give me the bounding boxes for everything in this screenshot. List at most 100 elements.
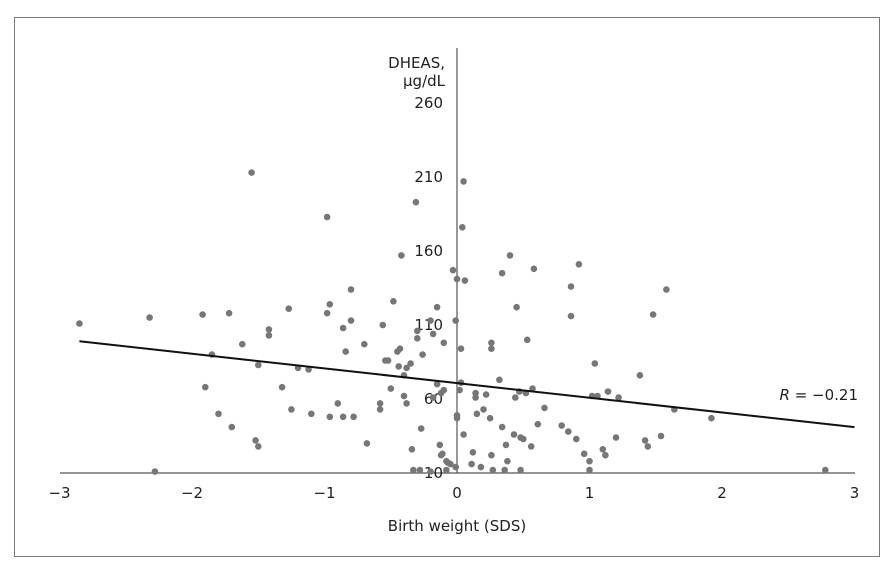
data-point xyxy=(523,336,531,344)
data-point xyxy=(228,423,236,431)
x-tick-label: 3 xyxy=(850,484,860,502)
data-point xyxy=(443,466,450,474)
data-point xyxy=(427,468,434,475)
data-point xyxy=(339,413,347,421)
data-point xyxy=(708,414,715,422)
data-point xyxy=(419,351,426,358)
data-point xyxy=(472,389,479,397)
data-point xyxy=(410,466,417,474)
data-point xyxy=(239,340,246,348)
data-point xyxy=(477,463,485,471)
y-axis-label-line1: DHEAS, xyxy=(388,54,445,72)
data-point xyxy=(414,327,421,335)
regression-line xyxy=(79,340,855,429)
x-tick-labels: −3 −2 −1 0 1 2 3 xyxy=(48,484,859,502)
data-point xyxy=(376,400,384,407)
data-point xyxy=(586,466,593,474)
data-point xyxy=(326,301,334,308)
data-point xyxy=(599,446,607,453)
data-point xyxy=(76,320,83,327)
data-point xyxy=(558,422,565,429)
data-point xyxy=(663,286,670,293)
data-point xyxy=(447,460,454,468)
data-point xyxy=(440,386,448,394)
data-point xyxy=(412,198,420,206)
data-point xyxy=(350,413,357,421)
x-axis-label: Birth weight (SDS) xyxy=(388,517,526,535)
data-point xyxy=(285,305,293,313)
axes xyxy=(60,48,855,474)
data-point xyxy=(591,360,599,367)
y-tick-label: 10 xyxy=(424,464,443,482)
data-point xyxy=(482,391,490,398)
data-point xyxy=(433,380,441,388)
data-point xyxy=(361,340,368,348)
data-point xyxy=(615,394,622,401)
data-point xyxy=(541,404,548,412)
data-point xyxy=(452,317,460,324)
data-point xyxy=(151,468,159,475)
data-point xyxy=(199,311,206,318)
data-point xyxy=(501,466,509,474)
data-point xyxy=(416,466,424,474)
data-point xyxy=(449,266,457,274)
data-point xyxy=(460,431,467,438)
data-point xyxy=(403,400,410,407)
data-point xyxy=(460,178,467,185)
data-point xyxy=(265,332,273,339)
data-point xyxy=(433,303,441,311)
data-point xyxy=(395,363,403,370)
data-point xyxy=(225,309,233,317)
data-point xyxy=(480,406,487,413)
data-point xyxy=(657,432,665,440)
data-point xyxy=(452,463,460,471)
data-point xyxy=(429,394,437,401)
y-tick-label: 160 xyxy=(414,242,443,260)
data-point xyxy=(265,326,273,333)
data-point xyxy=(488,451,495,459)
data-point xyxy=(146,314,153,321)
data-point xyxy=(496,376,503,384)
correlation-annotation: R = −0.21 xyxy=(779,386,858,404)
data-points xyxy=(76,169,829,475)
data-point xyxy=(408,446,416,453)
data-point xyxy=(427,317,434,324)
data-point xyxy=(530,265,538,273)
data-point xyxy=(488,345,495,353)
data-point xyxy=(822,466,829,474)
data-point xyxy=(512,394,519,401)
data-point xyxy=(534,420,542,428)
data-point xyxy=(363,440,371,447)
data-point xyxy=(520,435,527,443)
data-point xyxy=(486,414,494,422)
data-point xyxy=(440,339,448,347)
data-point xyxy=(461,277,469,284)
data-point xyxy=(641,437,649,444)
y-tick-label: 260 xyxy=(414,94,443,112)
data-point xyxy=(390,298,397,305)
data-point xyxy=(439,450,446,458)
data-point xyxy=(612,434,620,441)
data-point xyxy=(254,443,262,450)
data-point xyxy=(308,410,315,418)
data-point xyxy=(453,275,461,283)
data-point xyxy=(326,413,334,421)
data-point xyxy=(254,361,262,369)
data-point xyxy=(376,406,384,413)
data-point xyxy=(473,410,481,418)
data-point xyxy=(586,457,593,465)
data-point xyxy=(565,428,572,435)
correlation-symbol: R xyxy=(779,386,789,404)
data-point xyxy=(403,364,410,372)
data-point xyxy=(644,443,652,450)
x-tick-label: 1 xyxy=(585,484,595,502)
data-point xyxy=(469,449,477,456)
data-point xyxy=(396,345,404,353)
data-point xyxy=(379,321,387,329)
data-point xyxy=(288,406,295,413)
data-point xyxy=(529,385,536,392)
data-point xyxy=(400,392,408,400)
data-point xyxy=(414,335,421,342)
data-point xyxy=(436,441,444,449)
